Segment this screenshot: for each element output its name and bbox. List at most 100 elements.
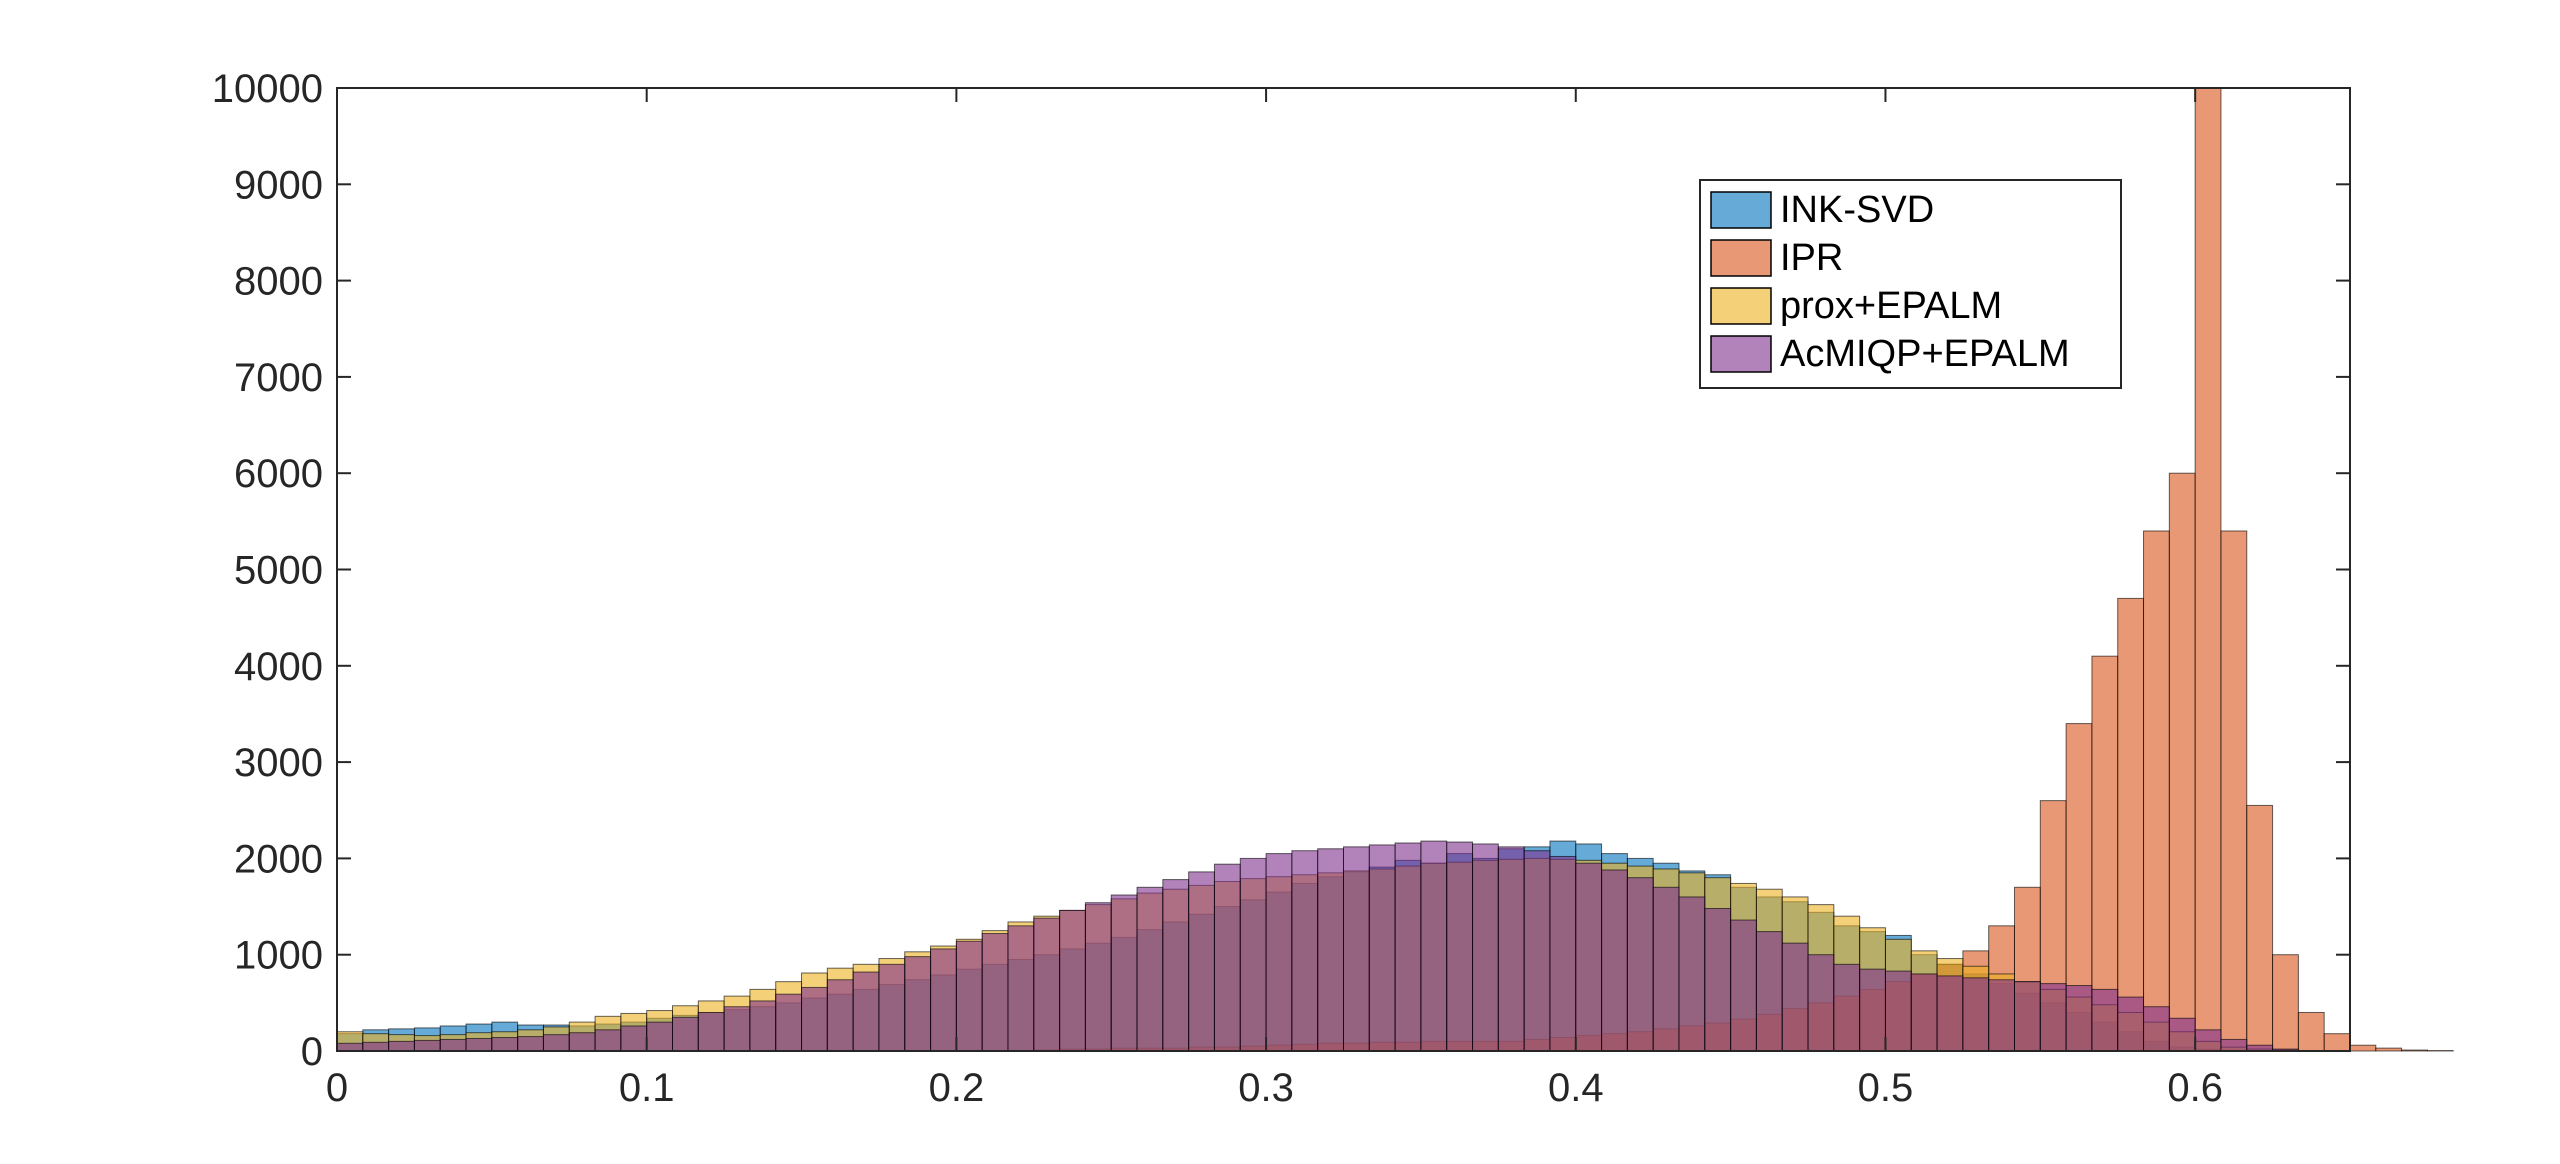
bar <box>1059 909 1086 1052</box>
bar <box>1033 917 1061 1052</box>
x-tick-label: 0 <box>326 1066 348 1110</box>
bar <box>1626 877 1654 1052</box>
bar <box>2168 472 2196 1052</box>
bar <box>775 993 803 1052</box>
bar <box>362 1041 390 1052</box>
bar <box>801 986 828 1052</box>
x-tick-labels: 0 0.1 0.2 0.3 0.4 0.5 0.6 <box>326 1066 2223 1110</box>
legend-label: INK-SVD <box>1780 189 1934 231</box>
bar <box>1859 968 1886 1052</box>
legend-label: IPR <box>1780 237 1843 279</box>
x-tick-label: 0.5 <box>1858 1066 1914 1110</box>
bar <box>1007 925 1035 1052</box>
bar <box>1652 886 1680 1052</box>
bar <box>1136 886 1164 1052</box>
series-acmiqp-epalm <box>336 840 2325 1052</box>
bar <box>2065 985 2093 1052</box>
legend-swatch <box>1710 191 1772 229</box>
bar <box>594 1029 622 1052</box>
bar <box>1213 863 1241 1052</box>
bar <box>2091 655 2119 1052</box>
bar <box>1420 840 1448 1052</box>
bar <box>1110 894 1138 1052</box>
bar <box>1317 848 1344 1052</box>
bar <box>1523 850 1551 1052</box>
bar <box>1833 963 1861 1052</box>
bar <box>1807 954 1835 1052</box>
bar <box>1962 977 1990 1052</box>
bar <box>1497 846 1525 1052</box>
bar <box>2143 530 2170 1052</box>
bar <box>1884 970 1912 1052</box>
bar <box>2143 1006 2170 1052</box>
bar <box>1162 879 1190 1052</box>
bar <box>1446 841 1474 1052</box>
y-tick-label: 3000 <box>234 741 323 785</box>
bar <box>852 971 880 1052</box>
x-tick-label: 0.2 <box>929 1066 985 1110</box>
legend-swatch <box>1710 335 1772 373</box>
bar <box>697 1011 725 1052</box>
bar <box>2117 996 2145 1052</box>
x-tick-label: 0.4 <box>1548 1066 1604 1110</box>
bar <box>1781 942 1809 1052</box>
bar <box>491 1037 519 1052</box>
x-tick-label: 0.3 <box>1238 1066 1294 1110</box>
bar <box>1704 907 1732 1052</box>
legend-items: INK-SVD IPR prox+EPALM AcMIQP+EPALM <box>1710 189 2070 375</box>
bar <box>1394 842 1422 1052</box>
bar <box>620 1025 648 1052</box>
bar <box>1084 902 1112 1052</box>
bar <box>1575 862 1603 1052</box>
bar <box>439 1038 467 1052</box>
bar <box>723 1006 751 1052</box>
bar <box>930 948 957 1052</box>
bar <box>646 1021 674 1052</box>
bar <box>465 1037 493 1052</box>
bar <box>388 1040 415 1052</box>
bar <box>904 956 932 1052</box>
bar <box>2246 804 2274 1052</box>
bar <box>1239 857 1267 1052</box>
y-tick-label: 4000 <box>234 645 323 689</box>
y-tick-label: 1000 <box>234 934 323 978</box>
bar <box>2194 1029 2222 1052</box>
bar <box>2220 1038 2248 1052</box>
bar <box>336 1042 364 1052</box>
y-tick-label: 5000 <box>234 549 323 593</box>
y-tick-label: 0 <box>301 1030 323 1074</box>
bar <box>1678 896 1706 1052</box>
bar <box>2323 1033 2351 1052</box>
bar <box>2013 981 2041 1052</box>
bar <box>2117 597 2145 1052</box>
bar <box>878 963 906 1052</box>
legend-swatch <box>1710 287 1772 325</box>
y-tick-label: 10000 <box>212 67 323 111</box>
bar <box>1730 919 1757 1052</box>
bar <box>542 1034 570 1052</box>
bar <box>2194 87 2222 1052</box>
y-tick-label: 8000 <box>234 260 323 304</box>
ticks-layer <box>336 87 2350 1052</box>
y-tick-labels: 0 1000 2000 3000 4000 5000 6000 7000 8000 9000 100… <box>212 67 323 1074</box>
bar <box>2168 1017 2196 1052</box>
bar <box>1549 855 1577 1052</box>
bar <box>672 1016 699 1052</box>
x-tick-label: 0.1 <box>619 1066 675 1110</box>
bar <box>1472 843 1499 1052</box>
bar <box>2039 983 2067 1052</box>
bar <box>1265 853 1293 1052</box>
bar <box>1755 931 1783 1052</box>
bars-layer <box>336 87 2454 1052</box>
y-tick-label: 2000 <box>234 837 323 881</box>
legend-label: prox+EPALM <box>1780 285 2002 327</box>
bar <box>2401 1049 2428 1052</box>
bar <box>1343 846 1370 1052</box>
bar <box>981 933 1009 1052</box>
legend: INK-SVD IPR prox+EPALM AcMIQP+EPALM <box>1699 179 2122 389</box>
bar <box>517 1036 544 1052</box>
legend-label: AcMIQP+EPALM <box>1780 333 2070 375</box>
bar <box>413 1039 441 1052</box>
y-tick-label: 7000 <box>234 356 323 400</box>
